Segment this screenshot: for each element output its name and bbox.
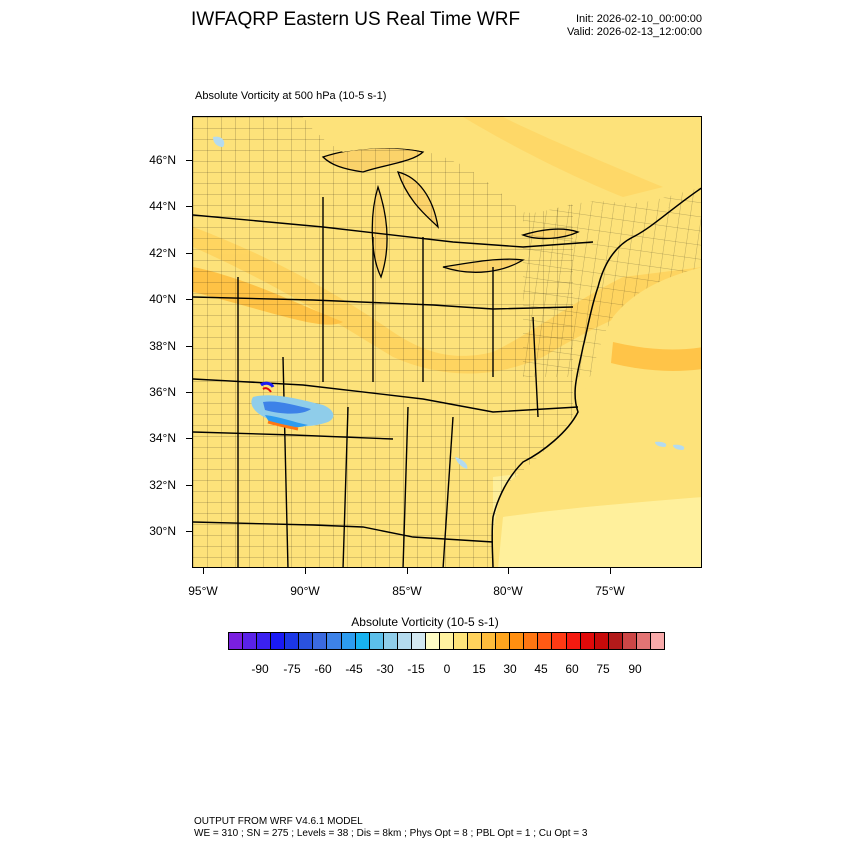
time-info: Init: 2026-02-10_00:00:00 Valid: 2026-02… [567,13,702,39]
atlantic-light [498,497,701,567]
colorbar-swatch [369,633,384,649]
lon-tick [305,568,306,574]
lat-label: 38°N [149,339,176,353]
lat-label: 30°N [149,524,176,538]
colorbar-swatch [510,633,525,649]
colorbar-swatch [285,633,300,649]
colorbar-swatch [650,633,664,649]
lat-label: 32°N [149,478,176,492]
colorbar-swatch [524,633,539,649]
colorbar-swatch [355,633,370,649]
lat-tick [186,485,192,486]
lon-tick [610,568,611,574]
lon-label: 80°W [493,584,523,598]
colorbar-label: 60 [565,662,579,676]
canada-region [303,117,701,213]
atlantic-band [611,342,701,371]
lon-label: 90°W [290,584,320,598]
footer-line-1: OUTPUT FROM WRF V4.6.1 MODEL [194,816,363,827]
lat-tick [186,531,192,532]
colorbar-swatch [439,633,454,649]
colorbar-swatch [327,633,342,649]
lon-label: 95°W [188,584,218,598]
colorbar [228,632,665,650]
vorticity-map [193,117,701,567]
atlantic-ocean [492,267,701,567]
lon-label: 75°W [595,584,625,598]
canada-band [463,117,663,197]
colorbar-swatch [257,633,272,649]
colorbar-label: -45 [345,662,363,676]
colorbar-swatch [552,633,567,649]
init-time: Init: 2026-02-10_00:00:00 [576,13,702,25]
colorbar-swatch [313,633,328,649]
colorbar-label: 0 [443,662,451,676]
lat-label: 42°N [149,246,176,260]
lon-tick [508,568,509,574]
colorbar-swatch [538,633,553,649]
colorbar-swatch [566,633,581,649]
field-title: Absolute Vorticity at 500 hPa (10-5 s-1) [195,90,387,102]
colorbar-label: 45 [534,662,548,676]
lat-label: 36°N [149,385,176,399]
colorbar-swatch [299,633,314,649]
colorbar-swatch [271,633,286,649]
lat-tick [186,392,192,393]
colorbar-swatch [243,633,258,649]
lat-label: 34°N [149,431,176,445]
colorbar-swatch [229,633,244,649]
colorbar-swatch [496,633,511,649]
colorbar-label: 15 [472,662,486,676]
colorbar-label: -60 [314,662,332,676]
footer-line-2: WE = 310 ; SN = 275 ; Levels = 38 ; Dis … [194,828,588,839]
colorbar-label: 75 [596,662,610,676]
valid-time: Valid: 2026-02-13_12:00:00 [567,26,702,38]
lat-tick [186,346,192,347]
colorbar-label: 90 [628,662,642,676]
colorbar-swatch [383,633,398,649]
plot-title: IWFAQRP Eastern US Real Time WRF [191,9,521,30]
colorbar-swatch [608,633,623,649]
colorbar-swatch [425,633,440,649]
colorbar-swatch [636,633,651,649]
lat-label: 40°N [149,292,176,306]
lat-tick [186,160,192,161]
lon-tick [407,568,408,574]
colorbar-label: -75 [283,662,301,676]
colorbar-swatch [580,633,595,649]
colorbar-swatch [482,633,497,649]
lat-tick [186,253,192,254]
map-panel [192,116,702,568]
lat-tick [186,438,192,439]
colorbar-label: -30 [376,662,394,676]
colorbar-swatch [397,633,412,649]
colorbar-label: -90 [251,662,269,676]
lat-label: 44°N [149,199,176,213]
lat-label: 46°N [149,153,176,167]
colorbar-swatch [341,633,356,649]
colorbar-swatch [411,633,426,649]
lat-tick [186,299,192,300]
colorbar-label: -15 [407,662,425,676]
colorbar-swatch [622,633,637,649]
colorbar-swatch [594,633,609,649]
lon-tick [203,568,204,574]
colorbar-label: 30 [503,662,517,676]
colorbar-swatch [454,633,469,649]
lon-label: 85°W [392,584,422,598]
lat-tick [186,206,192,207]
colorbar-title: Absolute Vorticity (10-5 s-1) [351,615,499,629]
model-footer: OUTPUT FROM WRF V4.6.1 MODEL WE = 310 ; … [194,816,587,840]
state-borders [193,197,594,567]
coastline [491,187,701,567]
vorticity-anomaly [213,136,685,469]
colorbar-swatch [468,633,483,649]
